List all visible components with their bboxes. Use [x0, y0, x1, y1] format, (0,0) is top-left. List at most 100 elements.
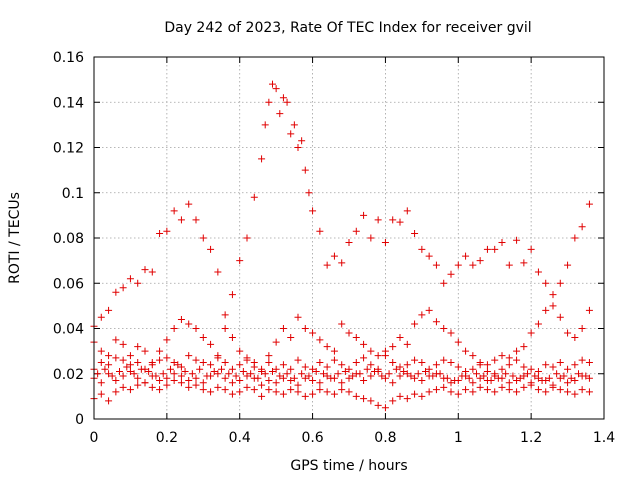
- data-point: [505, 261, 513, 269]
- data-point: [542, 306, 550, 314]
- data-point: [338, 361, 346, 369]
- data-point: [425, 388, 433, 396]
- data-point: [174, 361, 182, 369]
- data-point: [279, 325, 287, 332]
- data-point: [392, 365, 400, 373]
- data-point: [520, 383, 528, 391]
- data-point: [425, 252, 433, 260]
- data-point: [265, 98, 273, 106]
- data-point: [571, 361, 579, 369]
- data-point: [327, 374, 335, 382]
- data-point: [414, 370, 422, 378]
- data-point: [177, 379, 185, 387]
- data-point: [469, 261, 477, 269]
- data-point: [542, 279, 550, 287]
- data-point: [301, 363, 309, 371]
- data-point: [454, 390, 462, 398]
- data-point: [520, 372, 528, 380]
- data-point: [199, 379, 207, 387]
- data-point: [294, 381, 302, 389]
- y-tick-label: 0.06: [53, 276, 84, 292]
- data-point: [505, 379, 513, 387]
- data-point: [458, 372, 466, 380]
- y-tick-label: 0.12: [53, 141, 84, 157]
- data-point: [276, 372, 284, 380]
- data-point: [221, 311, 229, 319]
- data-point: [254, 374, 262, 382]
- data-point: [534, 320, 542, 328]
- data-point: [556, 313, 564, 321]
- data-point: [177, 216, 185, 224]
- data-point: [352, 358, 360, 366]
- data-point: [483, 367, 491, 375]
- data-point: [192, 216, 200, 224]
- y-tick-label: 0.02: [53, 367, 84, 383]
- data-point: [469, 352, 477, 360]
- data-point: [487, 377, 495, 385]
- data-point: [279, 361, 287, 369]
- data-point: [349, 372, 357, 380]
- data-point: [440, 279, 448, 287]
- data-point: [199, 234, 207, 242]
- x-tick-label: 0: [90, 430, 99, 446]
- data-point: [243, 356, 251, 364]
- data-point: [578, 386, 586, 394]
- series-5: [94, 361, 590, 385]
- data-point: [345, 365, 353, 373]
- data-point: [429, 372, 437, 380]
- data-point: [119, 383, 127, 391]
- data-point: [188, 370, 196, 378]
- data-point: [585, 306, 593, 314]
- data-point: [265, 352, 273, 360]
- data-point: [320, 370, 327, 378]
- data-point: [192, 374, 200, 382]
- data-point: [156, 229, 164, 237]
- data-point: [374, 216, 382, 224]
- data-point: [101, 365, 109, 373]
- data-point: [330, 252, 338, 260]
- data-point: [396, 372, 404, 380]
- data-point: [556, 358, 564, 366]
- data-point: [389, 358, 397, 366]
- data-point: [97, 379, 105, 387]
- data-point: [170, 325, 178, 332]
- data-point: [582, 372, 590, 380]
- data-point: [440, 383, 448, 391]
- data-point: [385, 370, 393, 378]
- data-point: [283, 98, 291, 106]
- data-point: [221, 374, 229, 382]
- y-tick-label: 0.04: [53, 322, 84, 338]
- data-point: [476, 361, 484, 369]
- data-point: [185, 200, 193, 208]
- data-point: [163, 227, 171, 235]
- data-point: [112, 336, 120, 344]
- data-point: [378, 372, 386, 380]
- data-point: [381, 239, 389, 247]
- plot-frame: [93, 56, 605, 420]
- data-point: [130, 370, 138, 378]
- data-point: [571, 234, 579, 242]
- data-point: [549, 363, 557, 371]
- data-point: [411, 356, 419, 364]
- data-point: [330, 390, 338, 398]
- data-point: [323, 261, 331, 269]
- data-point: [170, 358, 178, 366]
- data-point: [290, 121, 298, 129]
- data-point: [363, 365, 371, 373]
- data-point: [374, 401, 382, 409]
- data-point: [97, 313, 105, 321]
- data-point: [418, 377, 426, 385]
- data-point: [564, 365, 572, 373]
- data-point: [338, 386, 346, 394]
- data-point: [148, 383, 156, 391]
- data-point: [294, 388, 302, 396]
- data-point: [214, 370, 222, 378]
- data-point: [571, 334, 579, 342]
- data-point: [560, 372, 568, 380]
- data-point: [527, 365, 535, 373]
- data-point: [134, 279, 142, 287]
- data-point: [210, 367, 218, 375]
- data-point: [345, 239, 353, 247]
- series-0: [90, 80, 593, 330]
- data-point: [323, 388, 331, 396]
